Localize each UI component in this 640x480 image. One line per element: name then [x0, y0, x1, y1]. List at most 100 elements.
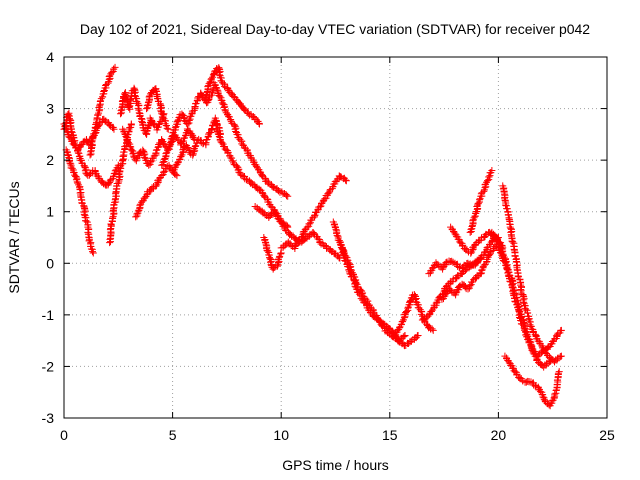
data-point — [339, 246, 347, 254]
series-trace-25 — [466, 166, 496, 236]
data-point — [364, 300, 372, 308]
data-point — [104, 79, 112, 87]
data-point — [215, 133, 223, 141]
data-point — [138, 198, 146, 206]
data-point — [401, 331, 409, 339]
data-point — [188, 130, 196, 138]
data-point — [379, 319, 387, 327]
y-tick-label: -2 — [42, 358, 55, 374]
data-point — [235, 98, 243, 106]
data-point — [442, 259, 450, 267]
data-point — [160, 168, 168, 176]
data-point — [145, 93, 153, 101]
data-point — [119, 152, 127, 160]
data-point — [466, 282, 474, 290]
data-point — [342, 252, 350, 260]
x-tick-label: 20 — [491, 427, 507, 443]
data-point — [158, 161, 166, 169]
data-point — [204, 83, 212, 91]
data-point — [524, 309, 532, 317]
data-point — [106, 178, 114, 186]
data-point — [64, 111, 72, 119]
data-point — [177, 152, 185, 160]
data-point — [432, 299, 440, 307]
data-point — [201, 94, 209, 102]
data-point — [255, 185, 263, 193]
data-point — [221, 107, 229, 115]
data-point — [321, 195, 329, 203]
data-point — [125, 104, 133, 112]
x-tick-label: 25 — [599, 427, 615, 443]
data-point — [143, 105, 151, 113]
data-point — [242, 176, 250, 184]
data-point — [284, 192, 292, 200]
series-trace-22 — [425, 254, 485, 278]
data-point — [226, 116, 234, 124]
y-tick-label: 3 — [46, 101, 54, 117]
data-point — [88, 248, 96, 256]
data-point — [213, 86, 221, 94]
data-point — [428, 307, 435, 315]
data-point — [61, 122, 69, 130]
data-point — [105, 120, 113, 128]
data-point — [305, 220, 313, 228]
data-point — [557, 352, 565, 360]
data-point — [414, 331, 422, 339]
data-point — [509, 238, 517, 246]
y-tick-label: 0 — [46, 255, 54, 271]
data-point — [68, 164, 76, 172]
data-point — [127, 120, 135, 128]
data-point — [469, 217, 477, 225]
data-point — [100, 87, 108, 95]
data-point — [76, 141, 84, 149]
series-trace-17 — [277, 172, 350, 252]
data-point — [94, 111, 102, 119]
data-point — [185, 116, 193, 124]
data-point — [216, 92, 224, 100]
data-point — [80, 210, 88, 218]
data-point — [325, 189, 333, 197]
data-point — [467, 249, 475, 257]
data-point — [526, 321, 534, 329]
data-point — [417, 310, 425, 318]
data-point — [487, 238, 495, 246]
data-point — [518, 320, 526, 328]
y-tick-label: -3 — [42, 410, 55, 426]
data-point — [147, 158, 155, 166]
x-axis-label: GPS time / hours — [282, 457, 389, 473]
data-point — [172, 170, 180, 178]
data-point — [75, 153, 83, 161]
data-point — [279, 222, 287, 230]
data-point — [484, 177, 492, 185]
data-point — [184, 120, 192, 128]
data-point — [429, 326, 437, 334]
data-point — [133, 98, 141, 106]
gridlines — [64, 57, 607, 418]
series-trace-28 — [499, 182, 565, 366]
data-point — [232, 162, 240, 170]
data-point — [488, 166, 496, 174]
series-trace-29 — [501, 352, 563, 410]
x-tick-label: 10 — [273, 427, 289, 443]
data-point — [554, 369, 562, 377]
data-point — [85, 237, 93, 245]
data-point — [202, 91, 210, 99]
y-tick-label: 2 — [46, 152, 54, 168]
data-point — [467, 225, 475, 233]
data-point — [275, 187, 283, 195]
data-point — [557, 326, 565, 334]
data-point — [162, 150, 170, 158]
data-point — [480, 187, 488, 195]
series-trace-14 — [212, 125, 292, 231]
series-trace-13 — [210, 79, 292, 200]
data-point — [82, 217, 90, 225]
series-trace-9 — [143, 85, 172, 133]
data-point — [125, 125, 133, 133]
data-point — [297, 234, 305, 242]
data-point — [273, 262, 281, 270]
data-point — [125, 139, 133, 147]
data-point — [189, 151, 197, 159]
data-point — [347, 267, 355, 275]
data-point — [148, 184, 156, 192]
data-point — [90, 130, 98, 138]
